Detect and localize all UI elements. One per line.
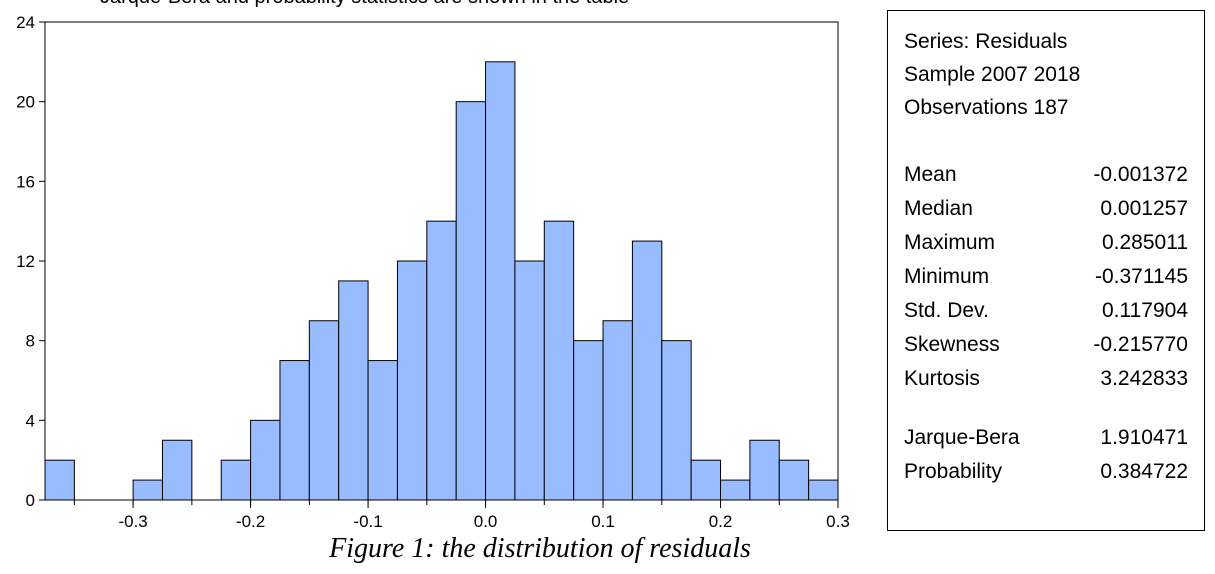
stat-label: Std. Dev. [904, 299, 989, 322]
stat-label: Minimum [904, 265, 990, 288]
stat-label: Probability [904, 460, 1003, 483]
stat-label: Skewness [904, 333, 1000, 356]
histogram-bar [455, 101, 487, 501]
stat-label: Median [904, 197, 973, 220]
histogram-bar [514, 260, 545, 501]
histogram-bar [426, 220, 457, 501]
residuals-histogram: 0 4 8 12 16 20 24 -0.3 -0.2 -0.1 0.0 0.1 0.2 0.3 [16, 13, 850, 531]
series-name: Series: Residuals [904, 30, 1068, 53]
y-axis: 0 4 8 12 16 20 24 [16, 13, 45, 510]
x-tick-label: 0.3 [826, 512, 850, 531]
histogram-bar [44, 459, 75, 501]
x-tick-label: 0.2 [709, 512, 733, 531]
histogram-bar [485, 61, 516, 501]
cropped-body-text: Jarque-Bera and probability statistics a… [100, 0, 629, 9]
y-tick-label: 12 [16, 252, 35, 271]
histogram-bar [808, 479, 839, 501]
x-tick-label: -0.1 [353, 512, 382, 531]
stat-value: -0.215770 [1093, 333, 1188, 356]
histogram-bar [543, 220, 575, 501]
y-tick-label: 4 [26, 411, 35, 430]
stat-row-maximum: Maximum 0.285011 [904, 226, 1188, 260]
y-tick-label: 16 [16, 172, 35, 191]
y-tick-label: 8 [26, 332, 35, 351]
stat-row-jarque-bera: Jarque-Bera 1.910471 [904, 421, 1188, 455]
stat-label: Kurtosis [904, 367, 980, 390]
histogram-bar [132, 479, 163, 501]
stat-row-skewness: Skewness -0.215770 [904, 328, 1188, 362]
sample-range: Sample 2007 2018 [904, 63, 1081, 86]
stat-value: 3.242833 [1100, 367, 1188, 390]
histogram-bar [602, 320, 633, 501]
observation-count: Observations 187 [904, 96, 1069, 119]
stat-row-probability: Probability 0.384722 [904, 455, 1188, 489]
stat-row-kurtosis: Kurtosis 3.242833 [904, 362, 1188, 396]
histogram-bar [778, 459, 810, 501]
histogram-bar [661, 340, 692, 501]
histogram-bar [690, 459, 722, 501]
histogram-bar [161, 439, 193, 501]
histogram-bars [44, 61, 839, 501]
stat-value: 0.001257 [1100, 197, 1188, 220]
x-tick-label: -0.2 [236, 512, 265, 531]
stat-value: -0.001372 [1093, 163, 1188, 186]
stat-value: 1.910471 [1100, 426, 1188, 449]
statistics-panel: Series: Residuals Sample 2007 2018 Obser… [887, 10, 1205, 531]
stat-label: Maximum [904, 231, 996, 254]
y-tick-label: 0 [26, 491, 35, 510]
stat-row-minimum: Minimum -0.371145 [904, 260, 1188, 294]
y-tick-label: 24 [16, 13, 35, 32]
x-tick-label: 0.1 [591, 512, 615, 531]
stat-value: 0.285011 [1101, 231, 1188, 254]
x-axis: -0.3 -0.2 -0.1 0.0 0.1 0.2 0.3 [73, 500, 850, 531]
histogram-bar [749, 439, 780, 501]
x-tick-label: 0.0 [474, 512, 498, 531]
stat-row-median: Median 0.001257 [904, 192, 1188, 226]
stat-row-mean: Mean -0.001372 [904, 158, 1188, 192]
histogram-bar [573, 340, 604, 501]
figure-caption: Figure 1: the distribution of residuals [329, 533, 751, 564]
stat-row-std-dev: Std. Dev. 0.117904 [904, 294, 1188, 328]
stat-label: Mean [904, 163, 957, 186]
histogram-bar [279, 360, 310, 501]
histogram-bar [220, 459, 252, 501]
stat-label: Jarque-Bera [904, 426, 1020, 449]
plot-frame [44, 21, 839, 501]
histogram-bar [396, 260, 428, 501]
y-tick-label: 20 [16, 93, 35, 112]
x-tick-label: -0.3 [118, 512, 147, 531]
histogram-bar [250, 419, 281, 501]
stat-value: 0.384722 [1100, 460, 1188, 483]
histogram-bar [631, 240, 663, 501]
histogram-bar [308, 320, 340, 501]
histogram-bar [720, 479, 751, 501]
stat-value: 0.117904 [1101, 299, 1188, 322]
histogram-bar [367, 360, 398, 501]
histogram-bar [338, 280, 369, 501]
stat-value: -0.371145 [1094, 265, 1188, 288]
